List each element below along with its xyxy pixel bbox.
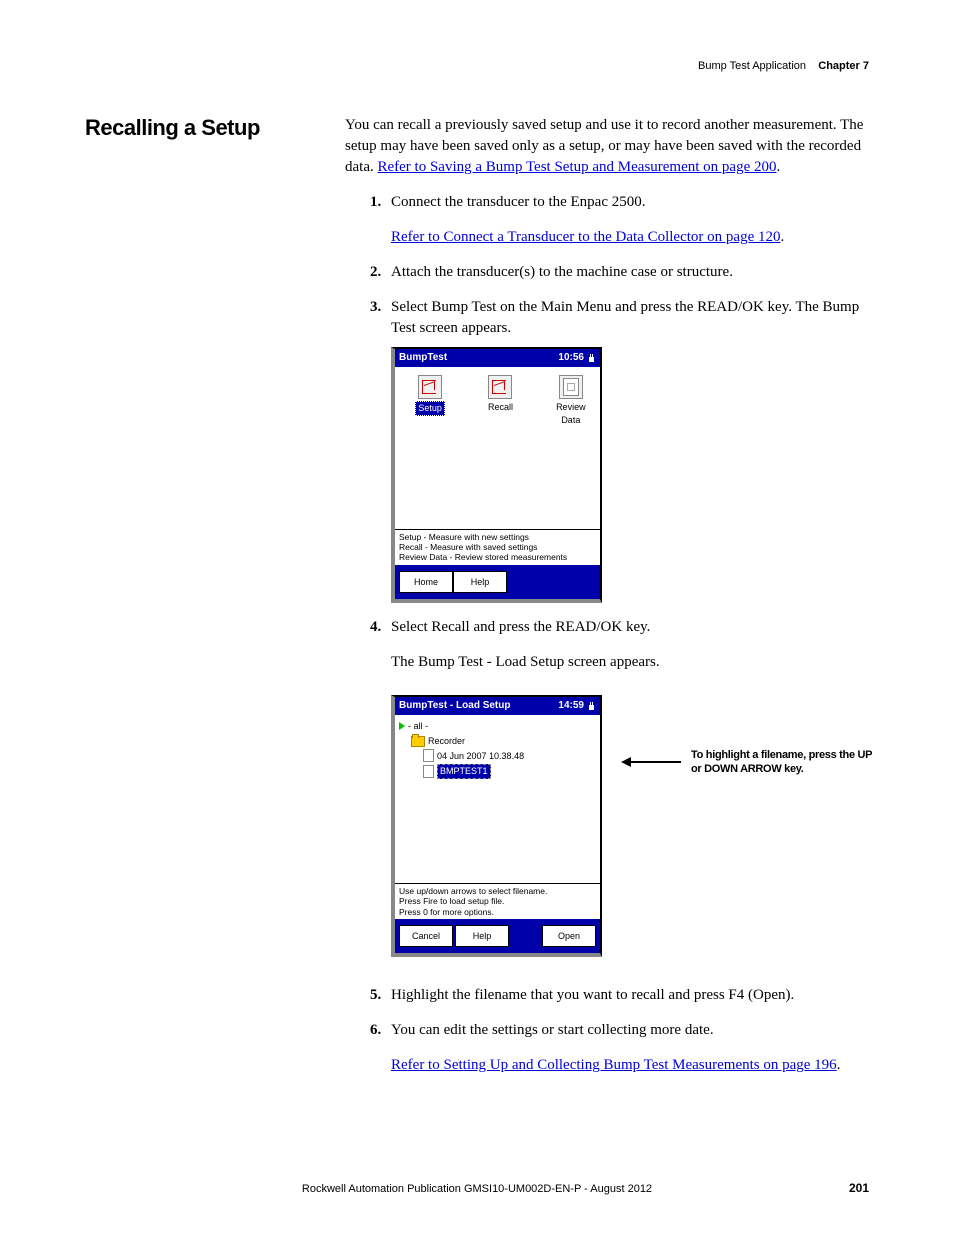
recall-item[interactable]: Recall [477, 375, 523, 426]
screenshot1-titlebar-right: 10:56 [558, 351, 596, 365]
screenshot2-footer: Cancel Help Open [395, 919, 600, 954]
step-1: Connect the transducer to the Enpac 2500… [385, 192, 869, 248]
bumptest-loadsetup-screenshot: BumpTest - Load Setup 14:59 - all - [391, 695, 602, 957]
step-6-text: You can edit the settings or start colle… [391, 1022, 714, 1038]
ss1-hint1: Setup - Measure with new settings [399, 532, 596, 542]
recall-icon [488, 375, 512, 399]
step-4-sub: The Bump Test - Load Setup screen appear… [391, 652, 869, 673]
help-button[interactable]: Help [455, 925, 509, 948]
step-5: Highlight the filename that you want to … [385, 985, 869, 1006]
tree-file2-label-selected: BMPTEST1 [437, 764, 491, 779]
page-number: 201 [849, 1181, 869, 1195]
chart-icon [422, 380, 438, 394]
open-button[interactable]: Open [542, 925, 596, 948]
setup-label: Setup [415, 401, 445, 416]
screenshot1-title: BumpTest [399, 351, 447, 365]
section-title: Recalling a Setup [85, 115, 345, 1090]
setup-icon [418, 375, 442, 399]
chart-icon [492, 380, 508, 394]
step-1-link[interactable]: Refer to Connect a Transducer to the Dat… [391, 229, 780, 245]
tree-file2[interactable]: BMPTEST1 [399, 763, 596, 780]
file-icon [423, 765, 434, 778]
step-4-text: Select Recall and press the READ/OK key. [391, 619, 650, 635]
screenshot2-time: 14:59 [558, 699, 584, 713]
plug-icon [587, 702, 596, 711]
screenshot2-title: BumpTest - Load Setup [399, 699, 510, 713]
screenshot1-body: Setup Recall Review Data [395, 367, 600, 530]
step-2-text: Attach the transducer(s) to the machine … [391, 264, 733, 280]
setup-item[interactable]: Setup [407, 375, 453, 426]
header-section: Bump Test Application [698, 60, 806, 72]
review-label: Review Data [548, 401, 594, 426]
screenshot1-hints: Setup - Measure with new settings Recall… [395, 530, 600, 565]
step-1-sub: Refer to Connect a Transducer to the Dat… [391, 227, 869, 248]
screenshot2-wrap: BumpTest - Load Setup 14:59 - all - [391, 687, 869, 971]
screenshot1-footer: Home Help [395, 565, 600, 600]
step-3: Select Bump Test on the Main Menu and pr… [385, 297, 869, 603]
arrow-line [629, 761, 681, 763]
green-arrow-icon [399, 722, 405, 730]
cancel-button[interactable]: Cancel [399, 925, 453, 948]
header-right: Bump Test Application Chapter 7 [698, 60, 869, 72]
step-6-sub: Refer to Setting Up and Collecting Bump … [391, 1055, 869, 1076]
plug-icon [587, 354, 596, 363]
page-footer: Rockwell Automation Publication GMSI10-U… [0, 1183, 954, 1195]
page-container: Bump Test Application Chapter 7 Recallin… [0, 0, 954, 1235]
doc-icon [563, 378, 579, 396]
screenshot1-time: 10:56 [558, 351, 584, 365]
callout-text: To highlight a filename, press the UP or… [691, 749, 881, 777]
intro-link[interactable]: Refer to Saving a Bump Test Setup and Me… [377, 159, 776, 175]
tree-file1[interactable]: 04 Jun 2007 10.38.48 [399, 748, 596, 763]
intro-para: You can recall a previously saved setup … [345, 115, 869, 178]
help-button[interactable]: Help [453, 571, 507, 594]
home-button[interactable]: Home [399, 571, 453, 594]
step-4: Select Recall and press the READ/OK key.… [385, 617, 869, 971]
file-icon [423, 749, 434, 762]
steps-list: Connect the transducer to the Enpac 2500… [375, 192, 869, 1076]
ss1-hint3: Review Data - Review stored measurements [399, 552, 596, 562]
step-2: Attach the transducer(s) to the machine … [385, 262, 869, 283]
screenshot1-icons-row: Setup Recall Review Data [401, 375, 594, 426]
review-item[interactable]: Review Data [548, 375, 594, 426]
ss1-hint2: Recall - Measure with saved settings [399, 542, 596, 552]
ss2-hint2: Press Fire to load setup file. [399, 896, 596, 906]
tree-file1-label: 04 Jun 2007 10.38.48 [437, 750, 524, 763]
screenshot2-body: - all - Recorder 04 Jun 2007 10.38.48 [395, 715, 600, 884]
section-row: Recalling a Setup You can recall a previ… [85, 115, 869, 1090]
bumptest-main-screenshot: BumpTest 10:56 Setup [391, 347, 602, 603]
review-icon [559, 375, 583, 399]
step-5-text: Highlight the filename that you want to … [391, 987, 794, 1003]
section-body: You can recall a previously saved setup … [345, 115, 869, 1090]
recall-label: Recall [488, 401, 513, 414]
callout-arrow [621, 757, 681, 767]
tree-root[interactable]: - all - [399, 719, 596, 734]
tree-folder-label: Recorder [428, 735, 465, 748]
step-1-text: Connect the transducer to the Enpac 2500… [391, 194, 646, 210]
folder-icon [411, 736, 425, 747]
tree-root-label: - all - [408, 720, 428, 733]
step-6-link[interactable]: Refer to Setting Up and Collecting Bump … [391, 1057, 837, 1073]
screenshot2-hints: Use up/down arrows to select filename. P… [395, 884, 600, 919]
step-3-text: Select Bump Test on the Main Menu and pr… [391, 299, 859, 336]
screenshot2-titlebar-right: 14:59 [558, 699, 596, 713]
screenshot2-footer-left: Cancel Help [399, 925, 509, 948]
header-chapter: Chapter 7 [818, 60, 869, 72]
ss2-hint1: Use up/down arrows to select filename. [399, 886, 596, 896]
screenshot1-titlebar: BumpTest 10:56 [395, 349, 600, 367]
step-6: You can edit the settings or start colle… [385, 1020, 869, 1076]
screenshot2-titlebar: BumpTest - Load Setup 14:59 [395, 697, 600, 715]
tree-folder[interactable]: Recorder [399, 734, 596, 749]
ss2-hint3: Press 0 for more options. [399, 907, 596, 917]
